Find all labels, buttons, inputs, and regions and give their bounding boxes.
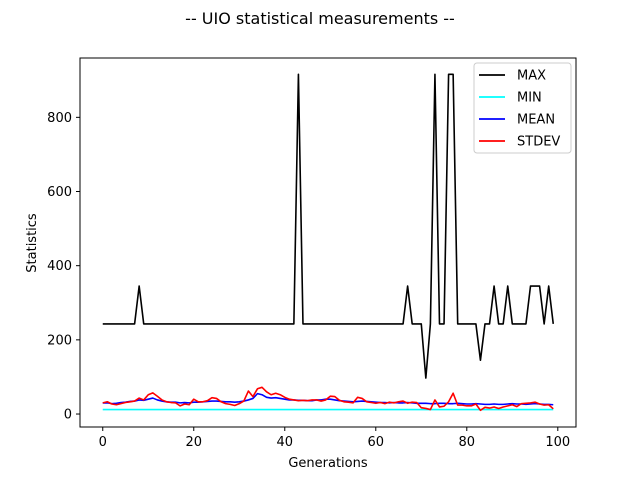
legend-box — [473, 62, 572, 154]
y-tick-label: 200 — [47, 333, 72, 348]
x-tick-label: 40 — [276, 435, 293, 450]
y-tick-label: 600 — [47, 185, 72, 200]
plot-area-frame — [79, 57, 577, 428]
legend-label-stdev: STDEV — [517, 135, 560, 150]
series-line-mean — [102, 392, 554, 406]
series-line-stdev — [102, 386, 554, 412]
series-line-max — [102, 73, 555, 379]
legend-label-mean: MEAN — [517, 113, 555, 128]
x-tick-label: 0 — [99, 435, 107, 450]
y-axis-label: Statistics — [25, 213, 40, 273]
x-axis-label: Generations — [288, 456, 368, 471]
x-tick-label: 80 — [459, 435, 476, 450]
x-axis-ticks: 0 20 40 60 80 100 — [99, 427, 570, 450]
y-tick-label: 400 — [47, 259, 72, 274]
legend-label-max: MAX — [517, 69, 546, 84]
x-tick-label: 20 — [185, 435, 202, 450]
y-axis-ticks: 0 200 400 600 800 — [47, 111, 80, 423]
x-tick-label: 100 — [545, 435, 570, 450]
legend-label-min: MIN — [517, 91, 542, 106]
series-lines — [102, 73, 555, 412]
legend: MAX MIN MEAN STDEV — [473, 62, 572, 154]
x-tick-label: 60 — [368, 435, 385, 450]
y-tick-label: 0 — [64, 408, 72, 423]
chart-title: -- UIO statistical measurements -- — [185, 9, 455, 28]
y-tick-label: 800 — [47, 111, 72, 126]
